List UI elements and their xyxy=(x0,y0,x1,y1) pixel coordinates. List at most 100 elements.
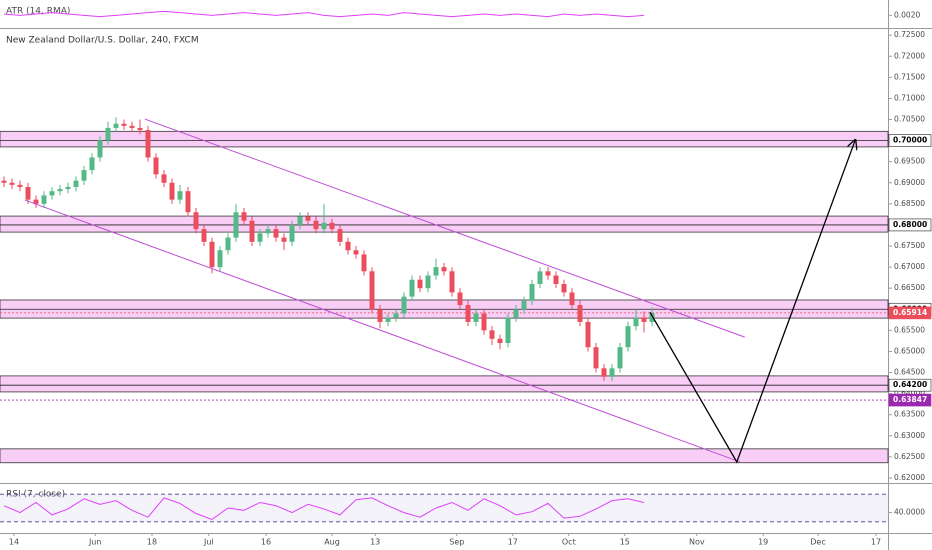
x-tick-label: Jul xyxy=(203,538,214,547)
candle-body xyxy=(153,157,159,175)
candle-body xyxy=(297,216,303,225)
candle-body xyxy=(649,313,655,322)
candle-body xyxy=(105,127,111,141)
price-label: 0.65914 xyxy=(893,308,927,317)
y-tick-label: 0.62000 xyxy=(894,473,925,482)
price-label-box xyxy=(888,134,932,147)
candle-body xyxy=(1,180,7,183)
y-tick-label: 0.72500 xyxy=(894,30,925,39)
y-tick-label: 0.64500 xyxy=(894,368,925,377)
x-tick-label: 17 xyxy=(508,538,518,547)
atr-line xyxy=(3,10,645,18)
chart-title: New Zealand Dollar/U.S. Dollar, 240, FXC… xyxy=(6,36,199,46)
candle-body xyxy=(401,296,407,314)
candle-body xyxy=(633,317,639,327)
candle-body xyxy=(281,237,287,242)
y-tick-label: 0.70500 xyxy=(894,115,925,124)
candle-body xyxy=(89,157,95,171)
candle-body xyxy=(305,216,311,221)
y-tick-label: 0.71500 xyxy=(894,72,925,81)
x-tick-label: 19 xyxy=(758,538,768,547)
candle-body xyxy=(185,191,191,213)
candle-body xyxy=(561,283,567,293)
candle-body xyxy=(457,292,463,306)
candle-body xyxy=(585,321,591,348)
candle-body xyxy=(265,229,271,234)
candle-body xyxy=(593,347,599,369)
candle-body xyxy=(233,212,239,238)
y-tick-label: 0.0020 xyxy=(894,10,920,19)
candle-body xyxy=(273,229,279,238)
support-resistance-zone xyxy=(0,215,889,233)
channel-line xyxy=(144,118,745,338)
y-tick-label: 40.0000 xyxy=(894,508,925,517)
x-tick-label: 14 xyxy=(9,538,19,547)
y-tick-label: 0.64000 xyxy=(894,389,925,398)
candle-body xyxy=(33,199,39,204)
price-label-box xyxy=(888,378,932,392)
price-label-box xyxy=(888,306,932,320)
candle-body xyxy=(257,233,263,242)
candle-body xyxy=(513,309,519,318)
atr-title: ATR (14, RMA) xyxy=(6,7,70,17)
candle-body xyxy=(49,191,55,196)
y-tick-label: 0.66500 xyxy=(894,283,925,292)
y-tick-label: 0.71000 xyxy=(894,93,925,102)
candle-body xyxy=(465,305,471,322)
x-tick-label: 13 xyxy=(370,538,380,547)
y-tick-label: 0.63000 xyxy=(894,431,925,440)
candle-body xyxy=(521,300,527,310)
candle-body xyxy=(609,368,615,377)
price-label: 0.70000 xyxy=(893,136,927,145)
candle-body xyxy=(537,271,543,284)
candle-body xyxy=(369,271,375,310)
candle-body xyxy=(345,241,351,251)
y-tick-label: 0.65000 xyxy=(894,346,925,355)
candle-body xyxy=(441,267,447,272)
candle-body xyxy=(409,279,415,297)
price-label-box xyxy=(888,218,932,232)
x-tick-label: Sep xyxy=(449,538,464,547)
rsi-line xyxy=(3,497,645,521)
candle-body xyxy=(193,212,199,230)
candle-body xyxy=(449,271,455,293)
y-tick-label: 0.69000 xyxy=(894,178,925,187)
candle-body xyxy=(425,275,431,289)
candle-body xyxy=(473,313,479,322)
y-tick-label: 0.65500 xyxy=(894,325,925,334)
candle-body xyxy=(225,237,231,251)
x-tick-label: Nov xyxy=(689,538,705,547)
candle-body xyxy=(113,123,119,128)
candle-body xyxy=(241,212,247,221)
candle-body xyxy=(17,184,23,187)
support-resistance-zone xyxy=(0,130,889,148)
candle-body xyxy=(57,189,63,192)
candle-body xyxy=(161,174,167,183)
x-tick-label: Oct xyxy=(562,538,576,547)
candle-body xyxy=(529,283,535,301)
candle-body xyxy=(65,186,71,190)
candle-body xyxy=(545,271,551,276)
candle-body xyxy=(601,368,607,377)
candle-body xyxy=(321,222,327,230)
price-label: 0.64200 xyxy=(893,380,927,389)
candle-body xyxy=(393,313,399,318)
x-tick-label: 15 xyxy=(620,538,630,547)
candle-body xyxy=(97,140,103,158)
candle-body xyxy=(329,222,335,230)
y-tick-label: 0.69500 xyxy=(894,157,925,166)
candle-body xyxy=(497,338,503,343)
candle-body xyxy=(505,317,511,343)
candle-body xyxy=(73,180,79,187)
candle-body xyxy=(145,130,151,158)
x-tick-label: 17 xyxy=(871,538,881,547)
candle-body xyxy=(129,125,135,128)
candle-body xyxy=(361,254,367,272)
candle-body xyxy=(249,220,255,242)
x-tick-label: 16 xyxy=(261,538,271,547)
candle-body xyxy=(217,250,223,268)
candle-body xyxy=(41,195,47,204)
candle-body xyxy=(201,229,207,242)
